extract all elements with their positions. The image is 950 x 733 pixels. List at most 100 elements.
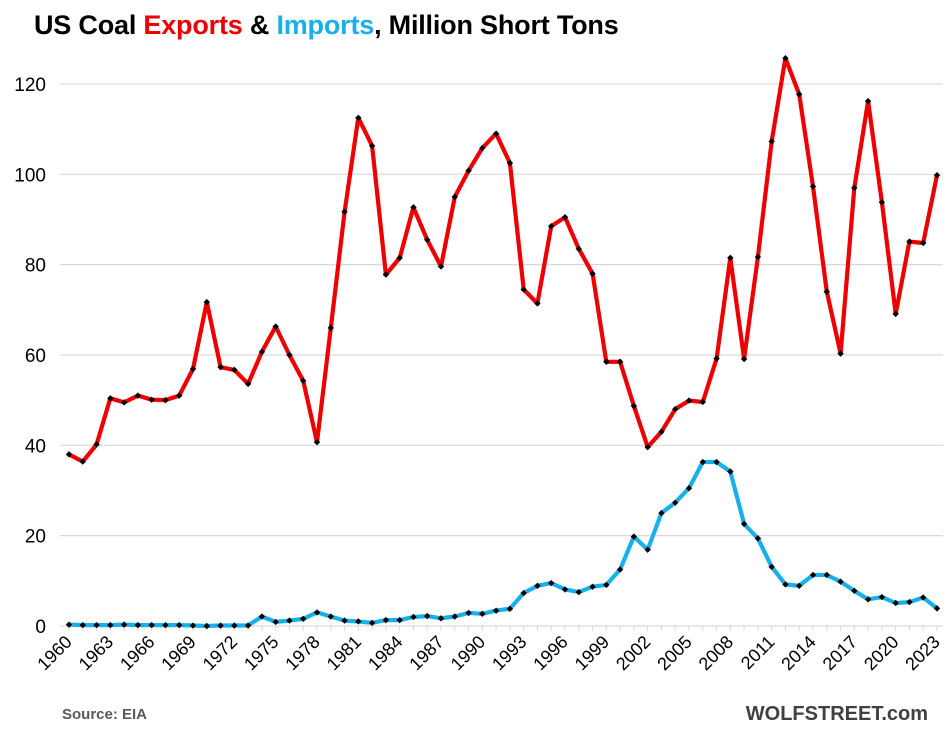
data-point-exports — [892, 310, 899, 318]
data-point-exports — [548, 223, 555, 230]
data-point-imports — [561, 586, 569, 593]
data-point-imports — [685, 485, 693, 492]
data-point-imports — [176, 621, 183, 629]
y-tick-label: 20 — [25, 527, 46, 548]
x-axis: 1960196319661969197219751978198119841987… — [33, 625, 944, 674]
data-point-imports — [699, 458, 706, 466]
data-point-imports — [396, 616, 403, 624]
data-point-exports — [79, 458, 86, 465]
data-point-imports — [65, 621, 73, 628]
data-point-exports — [272, 323, 279, 330]
x-tick-label: 1975 — [240, 632, 282, 674]
x-tick-label: 2014 — [777, 632, 819, 674]
data-point-imports — [506, 605, 514, 613]
x-tick-label: 1999 — [571, 632, 613, 674]
data-point-exports — [754, 253, 762, 261]
data-point-exports — [768, 138, 775, 145]
data-point-exports — [217, 363, 224, 371]
data-point-imports — [424, 612, 431, 620]
data-point-imports — [479, 610, 486, 618]
x-tick-label: 1996 — [529, 632, 571, 674]
y-tick-label: 100 — [14, 165, 46, 186]
data-point-exports — [492, 130, 500, 137]
x-tick-label: 1963 — [75, 632, 117, 674]
data-point-exports — [878, 199, 886, 206]
data-point-imports — [768, 563, 775, 571]
data-point-exports — [837, 350, 844, 357]
data-point-imports — [672, 499, 679, 506]
data-point-imports — [823, 571, 830, 579]
data-point-exports — [864, 97, 872, 105]
data-point-exports — [341, 208, 348, 215]
data-point-imports — [272, 618, 279, 626]
data-point-exports — [630, 402, 638, 410]
chart-title: US Coal Exports & Imports, Million Short… — [34, 10, 619, 41]
data-point-imports — [134, 621, 142, 629]
data-point-imports — [148, 621, 155, 629]
data-point-exports — [410, 204, 417, 211]
data-point-exports — [355, 114, 362, 122]
data-point-exports — [672, 405, 679, 413]
data-point-exports — [134, 392, 142, 399]
data-point-imports — [796, 582, 803, 589]
data-point-imports — [616, 566, 624, 573]
data-point-exports — [479, 144, 486, 152]
series-line-imports — [66, 459, 940, 629]
data-point-exports — [162, 396, 169, 404]
title-amp: & — [242, 10, 277, 40]
data-point-imports — [851, 587, 858, 594]
y-tick-label: 0 — [35, 617, 46, 638]
data-point-exports — [203, 298, 210, 306]
data-point-exports — [906, 238, 913, 245]
x-tick-label: 2008 — [695, 632, 737, 674]
data-point-exports — [603, 358, 610, 365]
x-tick-label: 1978 — [281, 632, 323, 674]
data-point-imports — [658, 509, 665, 517]
data-point-exports — [120, 399, 128, 406]
data-point-imports — [368, 619, 376, 627]
data-point-exports — [244, 380, 252, 388]
x-tick-label: 2005 — [653, 632, 695, 674]
data-point-imports — [286, 617, 293, 624]
data-point-exports — [437, 263, 445, 270]
data-point-exports — [176, 392, 183, 399]
data-point-imports — [727, 468, 734, 475]
brand-watermark: WOLFSTREET.com — [745, 703, 928, 725]
data-point-exports — [920, 239, 927, 247]
data-point-exports — [658, 428, 665, 435]
data-point-exports — [506, 159, 514, 167]
y-tick-label: 60 — [25, 346, 46, 367]
data-point-exports — [396, 254, 403, 262]
x-tick-label: 2017 — [819, 632, 861, 674]
data-point-exports — [189, 365, 197, 373]
data-point-imports — [300, 615, 307, 622]
data-point-imports — [630, 533, 638, 540]
data-point-exports — [368, 142, 376, 150]
data-point-imports — [920, 594, 927, 601]
source-note: Source: EIA — [62, 706, 148, 723]
data-point-exports — [534, 300, 541, 307]
data-point-imports — [120, 621, 128, 628]
data-point-imports — [217, 622, 224, 629]
x-tick-label: 1969 — [157, 632, 199, 674]
title-prefix: US Coal — [34, 10, 144, 40]
data-point-exports — [107, 395, 114, 402]
series-line-exports — [66, 56, 940, 464]
data-point-imports — [933, 605, 941, 612]
data-point-imports — [534, 582, 541, 589]
data-point-imports — [341, 617, 348, 624]
data-point-imports — [203, 622, 210, 630]
data-point-exports — [327, 324, 334, 332]
data-point-imports — [244, 622, 252, 629]
data-point-imports — [162, 621, 169, 629]
data-point-imports — [575, 588, 582, 596]
data-point-exports — [451, 193, 458, 201]
x-tick-label: 1981 — [323, 632, 365, 674]
data-point-exports — [286, 351, 293, 359]
series-markers — [65, 55, 941, 630]
data-point-imports — [906, 598, 913, 606]
x-tick-label: 2011 — [737, 632, 779, 674]
data-point-exports — [685, 397, 693, 404]
data-point-imports — [878, 593, 886, 601]
